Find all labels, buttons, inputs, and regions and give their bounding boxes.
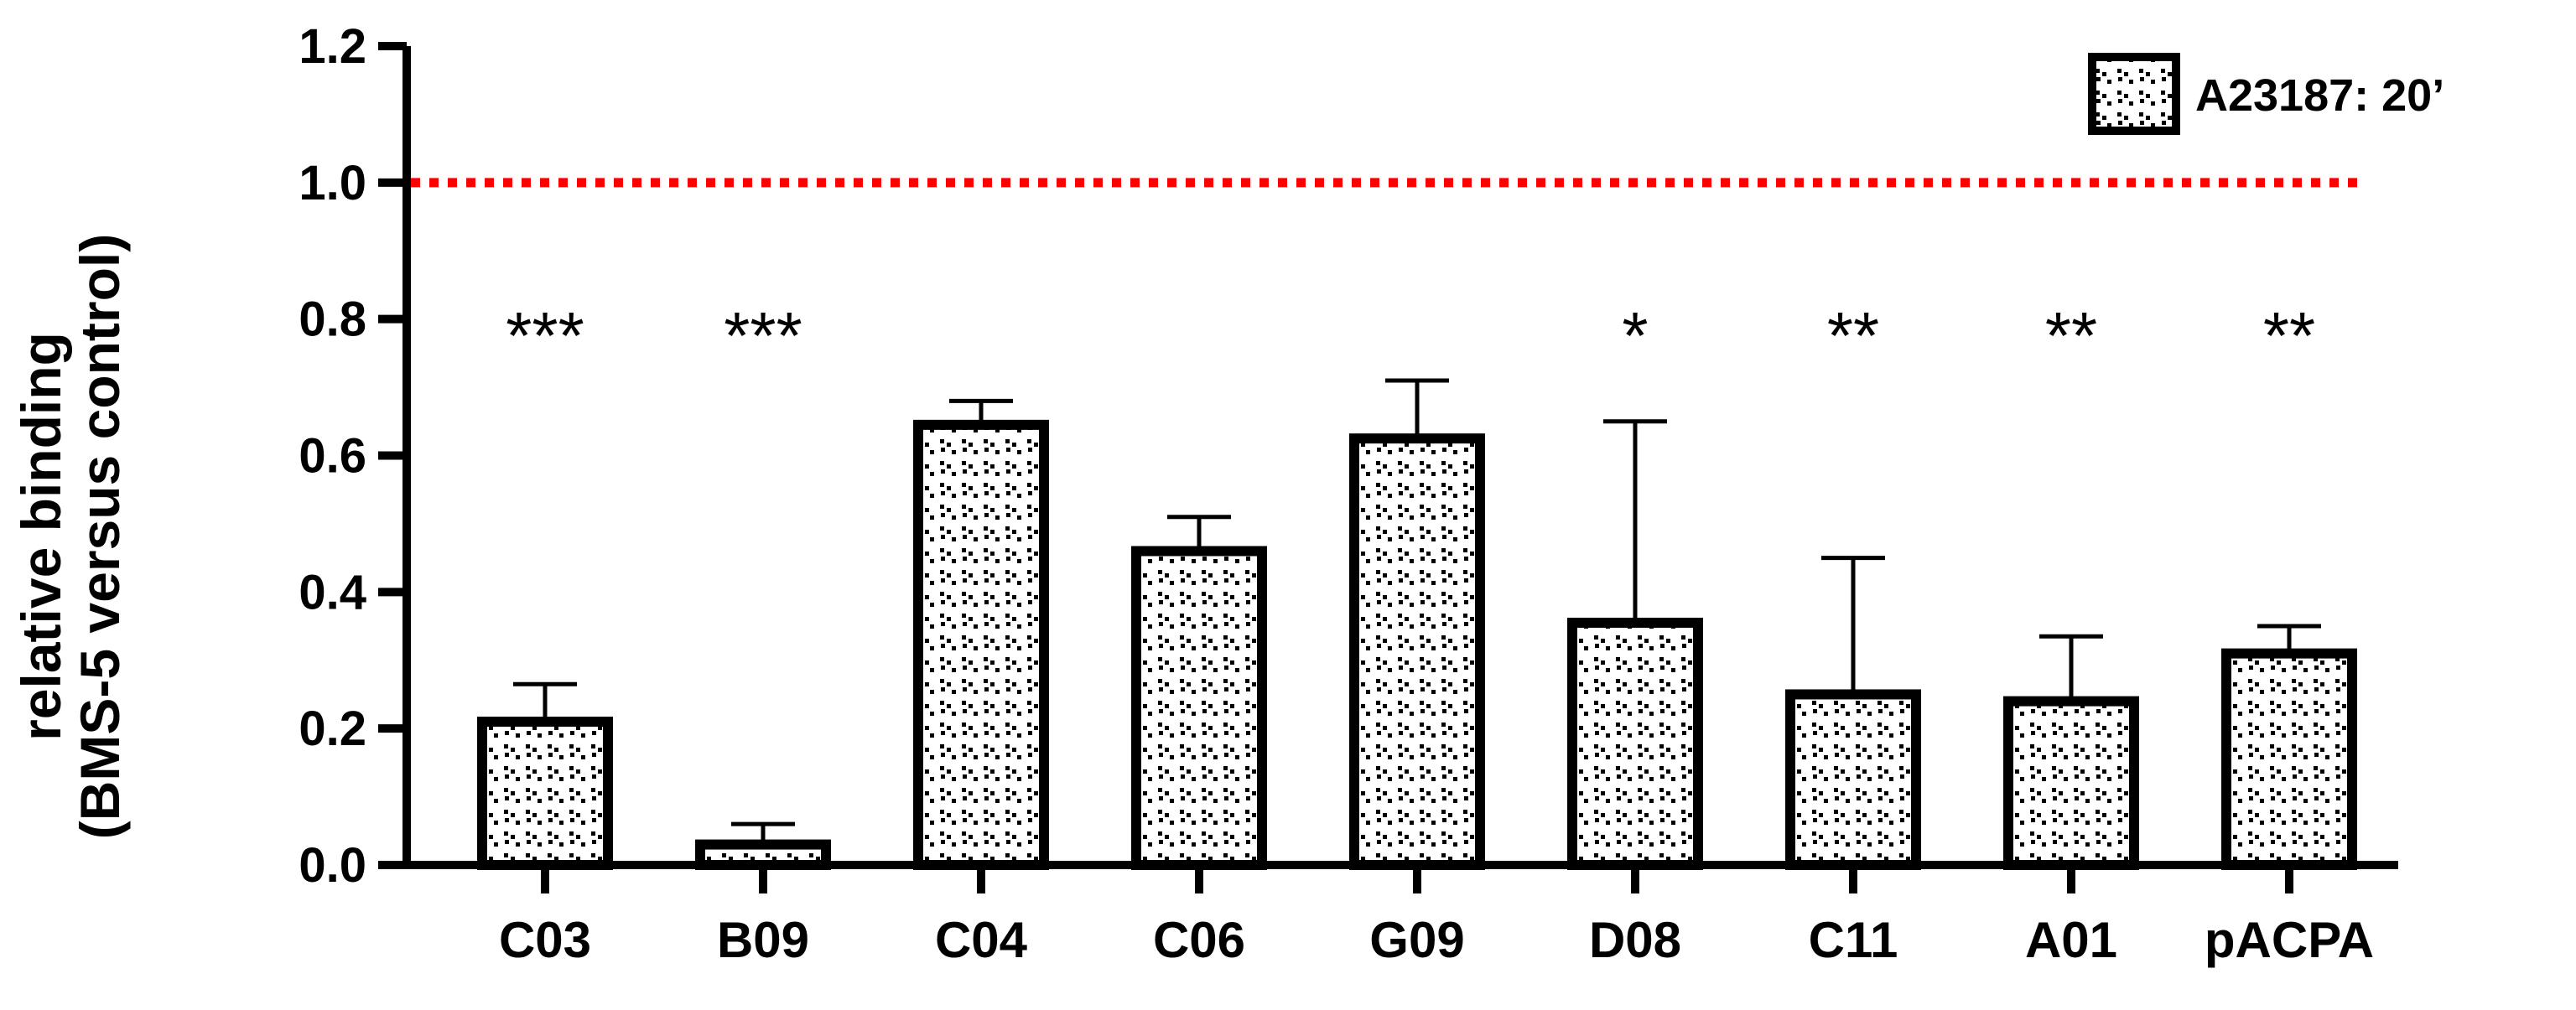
x-tick-label: D08 (1589, 912, 1681, 968)
x-tick-label: G09 (1369, 912, 1464, 968)
y-axis-label-line-1: relative binding (10, 332, 72, 741)
y-tick-label: 1.2 (299, 19, 366, 74)
y-tick-label: 0.4 (299, 565, 366, 619)
y-tick-label: 0.6 (299, 429, 366, 484)
significance-marker: ** (1827, 298, 1879, 373)
bar (913, 419, 1049, 870)
legend-label: A23187: 20’ (2195, 70, 2444, 121)
y-axis-label-line-2: (BMS-5 versus control) (69, 234, 131, 839)
bar (477, 717, 613, 871)
y-tick-label: 0.2 (299, 702, 366, 756)
x-tick-label: C11 (1809, 912, 1898, 968)
significance-marker: * (1622, 298, 1648, 373)
x-tick-labels: C03 B09 C04 C06 G09 D08 C11 A01 pACPA (499, 912, 2374, 968)
x-tick-label: B09 (717, 912, 809, 968)
significance-marker: ** (2263, 298, 2315, 373)
significance-marker: *** (724, 298, 802, 373)
bar (1567, 617, 1703, 870)
error-bars (513, 378, 2321, 845)
y-tick-label: 1.0 (299, 156, 366, 210)
bar (695, 839, 831, 871)
x-tick-label: C06 (1153, 912, 1245, 968)
y-axis-label: relative binding (BMS-5 versus control) (10, 234, 131, 839)
bar (1131, 546, 1267, 870)
x-tick-label: C04 (935, 912, 1028, 968)
y-tick-label: 0.8 (299, 293, 366, 347)
significance-marker: *** (506, 298, 584, 373)
x-tick-label: pACPA (2205, 912, 2374, 968)
x-tick-label: C03 (499, 912, 591, 968)
bar (2221, 648, 2357, 870)
bar (1349, 433, 1485, 870)
legend: A23187: 20’ (2088, 53, 2444, 135)
legend-swatch (2088, 53, 2180, 135)
bar (2003, 696, 2139, 870)
x-tick-label: A01 (2025, 912, 2117, 968)
significance-markers: *** *** * ** ** ** (506, 298, 2315, 373)
bar (1785, 689, 1921, 870)
significance-marker: ** (2045, 298, 2097, 373)
bars (477, 419, 2357, 871)
y-tick-label: 0.0 (299, 838, 366, 893)
